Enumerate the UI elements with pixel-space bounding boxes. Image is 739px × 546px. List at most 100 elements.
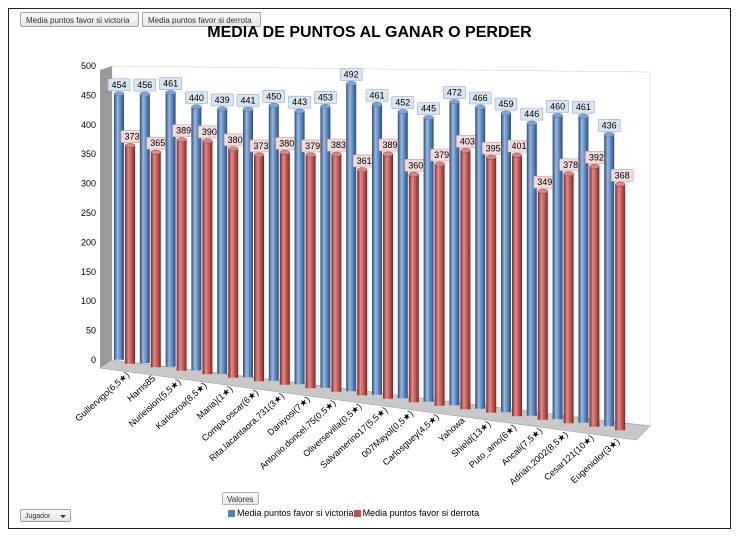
bar-derrota [125, 145, 135, 364]
bar-victoria [501, 113, 511, 413]
bar-top-derrota [537, 188, 548, 194]
bar-derrota [202, 140, 213, 375]
data-label-derrota: 373 [124, 132, 139, 142]
data-label-box-victoria [339, 68, 363, 81]
data-label-victoria: 452 [395, 98, 410, 108]
data-label-box-victoria [597, 119, 621, 132]
bar-victoria [165, 92, 176, 367]
data-label-derrota: 389 [176, 126, 191, 136]
field-button-victoria[interactable]: Media puntos favor si victoria [20, 12, 139, 27]
bar-victoria [114, 93, 124, 360]
bar-top-victoria [216, 106, 228, 112]
bar-derrota [408, 174, 419, 403]
bar-victoria [372, 104, 382, 395]
bar-top-derrota [382, 151, 394, 157]
side-wall [100, 66, 112, 368]
data-label-victoria: 453 [318, 92, 333, 102]
values-field-button[interactable]: Valores [222, 492, 259, 505]
data-label-box-derrota [610, 168, 634, 182]
bar-top-victoria [191, 104, 202, 110]
bar-top-derrota [408, 171, 419, 177]
category-label: Nurieision(5,5★) [127, 377, 183, 429]
bar-top-derrota [511, 152, 523, 158]
data-label-box-victoria [417, 102, 440, 115]
data-label-derrota: 361 [357, 156, 372, 166]
legend: Media puntos favor si victoria Media pun… [228, 508, 479, 518]
bar-top-derrota [253, 152, 265, 158]
bar-top-derrota [460, 147, 471, 153]
data-label-derrota: 383 [331, 140, 346, 150]
legend-label-victoria: Media puntos favor si victoria [237, 508, 354, 518]
bar-top-victoria [113, 91, 125, 97]
bar-top-victoria [371, 101, 383, 107]
data-label-derrota: 379 [305, 141, 320, 151]
data-label-box-victoria [443, 86, 466, 99]
y-tick-label: 0 [91, 355, 96, 365]
bar-derrota [615, 184, 626, 431]
data-label-derrota: 380 [279, 138, 294, 148]
jugador-filter-dropdown[interactable]: Jugador [20, 509, 71, 522]
data-label-box-victoria [494, 97, 518, 111]
bar-victoria [526, 123, 537, 416]
data-label-victoria: 459 [498, 99, 513, 109]
data-label-derrota: 368 [615, 170, 630, 180]
bar-derrota [460, 150, 471, 410]
data-label-victoria: 461 [369, 90, 384, 100]
y-tick-label: 100 [81, 296, 96, 306]
bar-victoria [320, 106, 331, 388]
bar-top-victoria [423, 115, 434, 121]
data-label-victoria: 436 [602, 120, 617, 130]
bar-victoria [346, 83, 357, 392]
bar-victoria [475, 107, 486, 409]
y-tick-label: 400 [81, 120, 96, 130]
category-label: Carlosguey(4,5★) [381, 412, 441, 468]
bar-derrota [176, 139, 187, 371]
y-tick-label: 150 [81, 267, 96, 277]
field-button-derrota[interactable]: Media puntos favor si derrota [142, 12, 261, 27]
data-label-victoria: 461 [163, 79, 178, 89]
data-label-victoria: 460 [550, 101, 565, 111]
bar-derrota [512, 155, 522, 417]
bar-victoria [449, 101, 460, 406]
bar-victoria [217, 108, 228, 374]
y-tick-label: 50 [86, 326, 96, 336]
data-label-box-victoria [468, 91, 492, 105]
bar-victoria [397, 111, 408, 399]
bar-top-victoria [346, 80, 357, 86]
legend-entry-victoria: Media puntos favor si victoria [228, 508, 354, 518]
bar-top-victoria [165, 90, 176, 96]
bar-victoria [552, 115, 563, 420]
bar-top-victoria [449, 99, 460, 105]
bar-top-victoria [139, 91, 151, 97]
data-label-victoria: 445 [421, 104, 436, 114]
bar-derrota [383, 154, 393, 399]
data-label-victoria: 440 [189, 93, 204, 103]
data-label-victoria: 466 [473, 93, 488, 103]
bar-top-derrota [486, 154, 497, 160]
y-tick-label: 350 [81, 149, 96, 159]
bar-derrota [305, 154, 316, 389]
bar-victoria [243, 109, 253, 378]
data-label-victoria: 441 [240, 95, 255, 105]
chart-title: MEDIA DE PUNTOS AL GANAR O PERDER [207, 24, 532, 41]
data-label-box-victoria [572, 100, 595, 114]
legend-label-derrota: Media puntos favor si derrota [362, 508, 480, 518]
bar-victoria [604, 134, 615, 427]
category-label: 007Mayol(0,5★) [360, 408, 415, 459]
data-label-victoria: 446 [524, 109, 539, 119]
data-label-victoria: 472 [447, 88, 462, 98]
legend-entry-derrota: Media puntos favor si derrota [353, 508, 480, 518]
data-label-derrota: 401 [511, 141, 526, 151]
data-label-victoria: 443 [292, 97, 307, 107]
bar-top-derrota [589, 163, 600, 169]
data-label-box-victoria [288, 95, 311, 109]
category-label: Karlosroa(8,5★) [154, 380, 209, 431]
bar-derrota [537, 191, 548, 420]
data-label-derrota: 380 [228, 135, 243, 145]
data-label-box-victoria [185, 91, 208, 105]
bar-victoria [423, 117, 434, 402]
data-label-derrota: 395 [486, 143, 501, 153]
bar-top-victoria [578, 113, 589, 119]
bar-top-derrota [331, 151, 342, 157]
bar-top-derrota [615, 181, 626, 187]
